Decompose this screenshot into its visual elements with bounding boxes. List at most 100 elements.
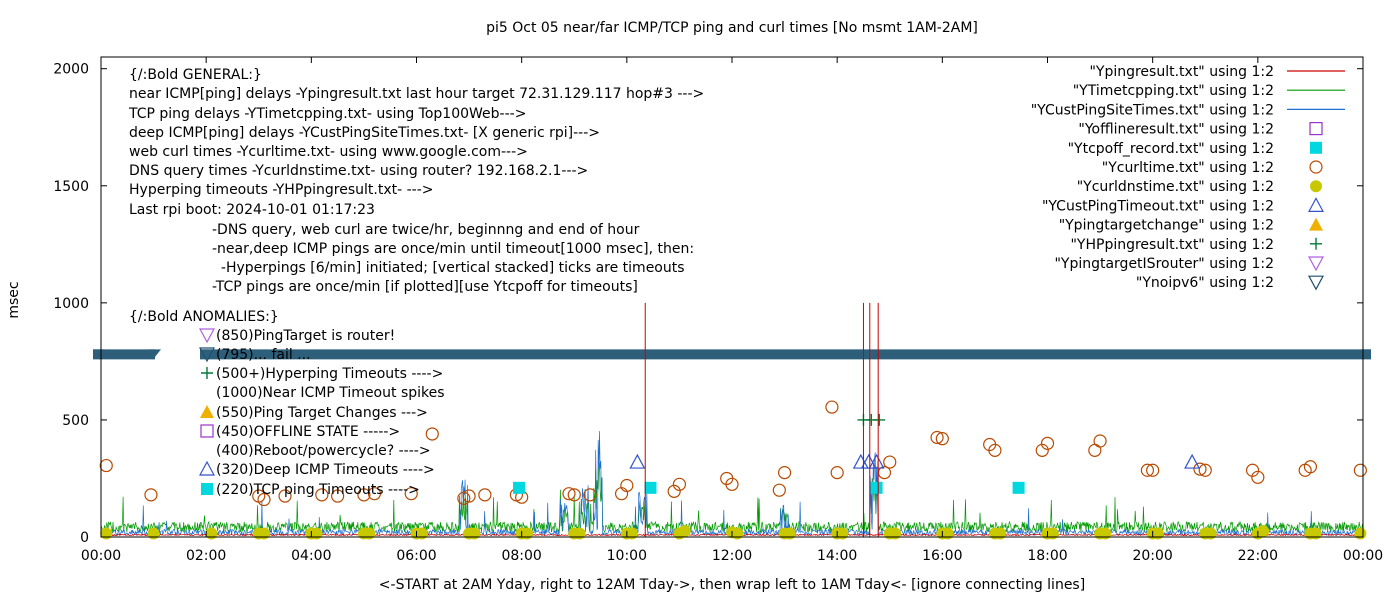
- data-point: [1198, 463, 1212, 477]
- x-tick-label: 18:00: [1027, 548, 1067, 564]
- data-point: [883, 455, 897, 469]
- data-point: [870, 481, 883, 494]
- data-point: [315, 488, 329, 502]
- legend-marker: [1307, 256, 1325, 272]
- x-tick-label: 20:00: [1132, 548, 1172, 564]
- data-point: [1184, 453, 1201, 469]
- y-tick-label: 500: [62, 413, 89, 429]
- annotation-note: -TCP pings are once/min [if plotted][use…: [212, 279, 638, 295]
- data-point: [278, 489, 292, 503]
- annotation-general: {/:Bold GENERAL:}: [129, 67, 262, 83]
- legend-label: "YTimetcpping.txt" using 1:2: [1073, 83, 1274, 99]
- annotation-marker: [198, 460, 216, 476]
- data-point: [889, 527, 902, 540]
- annotation-marker: [200, 405, 214, 418]
- annotation-anomaly: (320)Deep ICMP Timeouts ---->: [216, 462, 435, 478]
- x-tick-label: 14:00: [817, 548, 857, 564]
- x-tick-label: 16:00: [922, 548, 962, 564]
- annotation-general: deep ICMP[ping] delays -YCustPingSiteTim…: [129, 125, 600, 141]
- data-point: [772, 483, 786, 497]
- legend-label: "Yofflineresult.txt" using 1:2: [1078, 122, 1274, 138]
- data-point: [1140, 463, 1155, 477]
- y-tick-label: 1500: [53, 179, 89, 195]
- legend-marker: [1309, 160, 1323, 174]
- data-point: [1046, 527, 1059, 540]
- data-point: [1151, 527, 1164, 540]
- data-point: [1040, 436, 1055, 450]
- annotation-marker: [201, 483, 213, 495]
- data-point: [310, 527, 323, 540]
- annotation-anomaly: (795)... fail ...: [216, 347, 311, 363]
- data-point: [836, 527, 849, 540]
- data-point: [257, 492, 271, 507]
- data-point: [1354, 527, 1367, 540]
- data-point: [1193, 462, 1207, 476]
- data-point: [825, 400, 839, 414]
- data-point: [357, 488, 371, 502]
- legend-label: "YCustPingTimeout.txt" using 1:2: [1042, 198, 1274, 214]
- data-point: [725, 477, 739, 491]
- legend-marker: [1309, 121, 1323, 136]
- x-tick-label: 00:00: [81, 548, 121, 564]
- data-point: [667, 484, 681, 498]
- annotation-general: Hyperping timeouts -YHPpingresult.txt- -…: [129, 182, 434, 198]
- data-point: [331, 489, 345, 503]
- data-point: [520, 527, 533, 540]
- annotation-marker: [198, 328, 216, 344]
- timeout-band: [93, 349, 1371, 360]
- data-point: [860, 453, 877, 469]
- data-point: [935, 432, 949, 446]
- annotation-anomaly: (450)OFFLINE STATE ----->: [216, 424, 400, 440]
- legend-label: "Ypingresult.txt" using 1:2: [1089, 64, 1274, 80]
- data-point: [672, 477, 687, 491]
- annotation-anomaly: (1000)Near ICMP Timeout spikes: [216, 385, 445, 401]
- data-point: [1012, 481, 1025, 494]
- data-point: [988, 443, 1002, 457]
- data-point: [583, 488, 597, 502]
- data-point: [573, 527, 586, 540]
- annotation-general: Last rpi boot: 2024-10-01 01:17:23: [129, 202, 375, 218]
- legend-label: "Ycurltime.txt" using 1:2: [1102, 160, 1274, 176]
- data-point: [644, 481, 657, 494]
- data-point: [830, 466, 844, 480]
- data-point: [363, 527, 376, 540]
- data-point: [258, 527, 271, 540]
- data-point: [147, 527, 160, 540]
- x-tick-label: 08:00: [501, 548, 541, 564]
- data-point: [100, 527, 113, 540]
- annotation-general: DNS query times -Ycurldnstime.txt- using…: [129, 163, 588, 179]
- timeout-band-notch: [149, 349, 161, 360]
- data-point: [731, 527, 744, 540]
- timeout-band-left: [93, 349, 155, 360]
- y-tick-label: 1000: [53, 296, 89, 312]
- data-point: [513, 481, 526, 494]
- data-point: [1257, 525, 1270, 538]
- legend: "Ypingresult.txt" using 1:2 "YTimetcpping…: [1031, 64, 1345, 291]
- x-tick-label: 00:00: [1343, 548, 1383, 564]
- data-point: [1303, 460, 1318, 474]
- data-point: [1245, 463, 1260, 477]
- data-point: [1146, 463, 1160, 477]
- data-point: [873, 413, 886, 426]
- axis-ticks: 00:00 02:00 04:00 06:00 08:00 10:00 12:00 14:00…: [53, 57, 1383, 564]
- data-point: [1204, 527, 1217, 540]
- data-point: [404, 487, 418, 501]
- data-point: [614, 487, 629, 501]
- data-point: [367, 487, 382, 501]
- data-point: [205, 527, 218, 540]
- annotation-anomaly: (850)PingTarget is router!: [216, 328, 395, 344]
- annotation-general: near ICMP[ping] delays -Ypingresult.txt …: [129, 86, 704, 102]
- data-point: [99, 458, 113, 473]
- data-point: [1099, 527, 1112, 540]
- data-point: [1309, 527, 1322, 540]
- timeout-band-notch: [200, 349, 212, 360]
- data-point: [930, 430, 944, 445]
- data-point: [941, 527, 954, 540]
- legend-marker: [1307, 197, 1325, 212]
- data-point: [994, 527, 1007, 540]
- data-point: [1035, 443, 1049, 457]
- data-point: [144, 488, 158, 502]
- annotation-general: web curl times -Ycurltime.txt- using www…: [129, 144, 528, 160]
- annotation-marker: [201, 367, 213, 379]
- legend-marker: [1310, 180, 1322, 193]
